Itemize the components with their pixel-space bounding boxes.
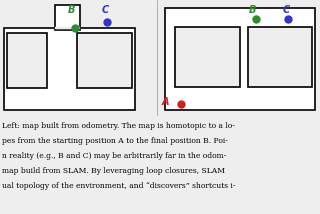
Text: C: C — [283, 5, 290, 15]
Text: pes from the starting position A to the final position B. Poi-: pes from the starting position A to the … — [2, 137, 228, 145]
Bar — [7, 33, 47, 88]
Text: B: B — [248, 5, 256, 15]
Bar — [175, 27, 240, 87]
Bar — [4, 28, 135, 110]
Text: ual topology of the environment, and “discovers” shortcuts i-: ual topology of the environment, and “di… — [2, 182, 236, 190]
Text: map build from SLAM. By leveraging loop closures, SLAM: map build from SLAM. By leveraging loop … — [2, 167, 225, 175]
Bar — [248, 27, 312, 87]
Text: C: C — [101, 5, 108, 15]
Bar — [55, 5, 80, 30]
Text: Left: map built from odometry. The map is homotopic to a lo-: Left: map built from odometry. The map i… — [2, 122, 235, 130]
Text: B: B — [67, 5, 75, 15]
Bar — [77, 33, 132, 88]
Bar — [165, 8, 315, 110]
Text: n reality (e.g., B and C) may be arbitrarily far in the odom-: n reality (e.g., B and C) may be arbitra… — [2, 152, 226, 160]
Text: A: A — [162, 97, 169, 107]
